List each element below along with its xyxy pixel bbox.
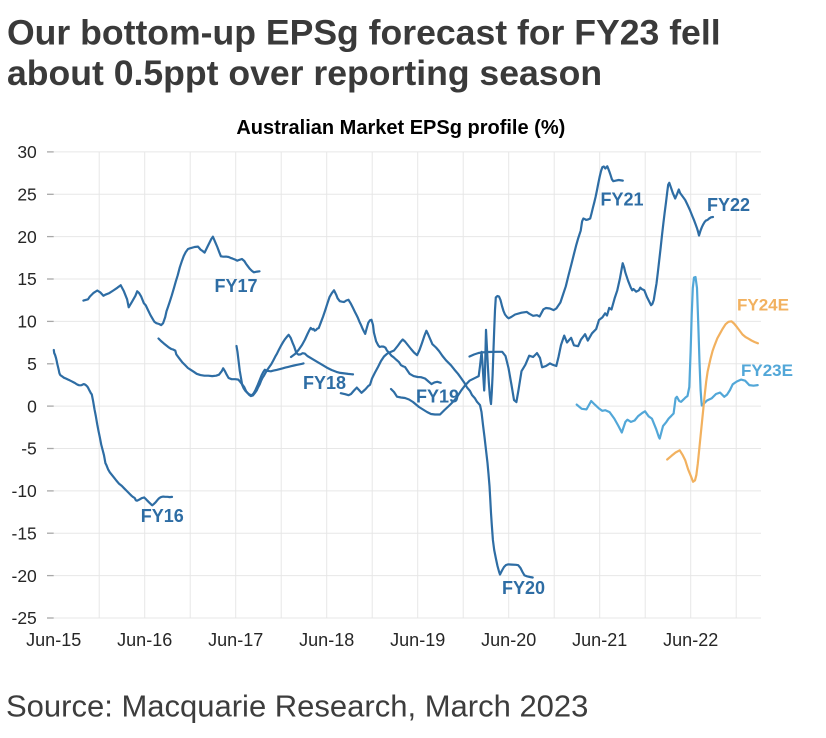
svg-text:25: 25 bbox=[17, 185, 36, 205]
svg-text:Jun-20: Jun-20 bbox=[481, 630, 536, 650]
svg-text:Jun-17: Jun-17 bbox=[208, 630, 263, 650]
svg-text:FY23E: FY23E bbox=[741, 361, 793, 380]
svg-text:Jun-18: Jun-18 bbox=[299, 630, 354, 650]
svg-text:FY20: FY20 bbox=[502, 578, 545, 598]
svg-text:FY16: FY16 bbox=[141, 506, 184, 526]
svg-text:Jun-15: Jun-15 bbox=[26, 630, 81, 650]
svg-text:Jun-21: Jun-21 bbox=[572, 630, 627, 650]
svg-text:-20: -20 bbox=[12, 566, 38, 586]
svg-text:-25: -25 bbox=[12, 608, 37, 628]
svg-text:Source: Macquarie Research, Ma: Source: Macquarie Research, March 2023 bbox=[6, 688, 588, 723]
svg-text:Our bottom-up EPSg forecast fo: Our bottom-up EPSg forecast for FY23 fel… bbox=[7, 13, 721, 53]
svg-text:FY18: FY18 bbox=[303, 373, 346, 393]
svg-text:0: 0 bbox=[27, 396, 37, 416]
svg-text:5: 5 bbox=[27, 354, 37, 374]
svg-text:FY19: FY19 bbox=[416, 387, 459, 407]
svg-text:Jun-19: Jun-19 bbox=[390, 630, 445, 650]
svg-text:FY22: FY22 bbox=[707, 195, 750, 215]
svg-text:30: 30 bbox=[17, 142, 37, 162]
svg-text:10: 10 bbox=[17, 312, 37, 332]
svg-text:Australian Market EPSg profile: Australian Market EPSg profile (%) bbox=[236, 117, 565, 139]
svg-text:Jun-22: Jun-22 bbox=[663, 630, 718, 650]
svg-text:15: 15 bbox=[17, 269, 36, 289]
svg-text:about 0.5ppt over reporting se: about 0.5ppt over reporting season bbox=[7, 53, 602, 93]
svg-text:-5: -5 bbox=[21, 439, 37, 459]
svg-text:FY17: FY17 bbox=[215, 276, 258, 296]
svg-text:-10: -10 bbox=[12, 481, 38, 501]
svg-text:FY24E: FY24E bbox=[737, 296, 789, 315]
svg-text:-15: -15 bbox=[12, 523, 37, 543]
svg-text:Jun-16: Jun-16 bbox=[117, 630, 172, 650]
svg-text:20: 20 bbox=[17, 227, 37, 247]
svg-text:FY21: FY21 bbox=[601, 190, 644, 210]
